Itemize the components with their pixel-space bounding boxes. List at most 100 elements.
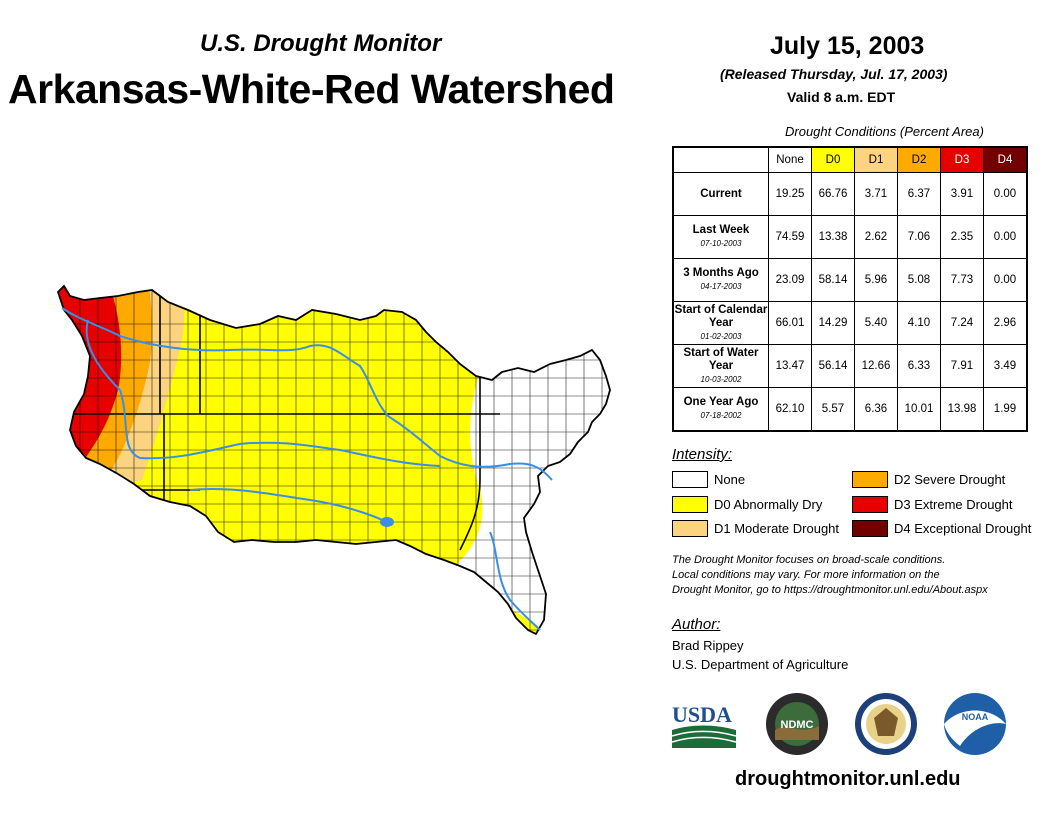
row-date: 01-02-2003 [700, 331, 742, 341]
table-caption: Drought Conditions (Percent Area) [785, 124, 984, 139]
table-cell: 14.29 [811, 301, 855, 345]
note-line: Local conditions may vary. For more info… [672, 569, 940, 581]
table-header-row: None D0 D1 D2 D3 D4 [673, 146, 1028, 173]
agency-logos: USDA NDMC NOAA [671, 693, 1006, 755]
legend-swatch [852, 471, 888, 488]
row-label: 3 Months Ago 04-17-2003 [672, 258, 769, 302]
legend-heading: Intensity: [672, 446, 733, 463]
legend-item-d0: D0 Abnormally Dry [672, 496, 822, 513]
author-name: Brad Rippey [672, 638, 744, 653]
legend-item-d3: D3 Extreme Drought [852, 496, 1013, 513]
table-cell: 7.06 [897, 215, 941, 259]
usda-logo: USDA [671, 702, 737, 748]
legend-label: D4 Exceptional Drought [894, 521, 1032, 536]
table-cell: 6.37 [897, 172, 941, 216]
footer-url[interactable]: droughtmonitor.unl.edu [735, 768, 961, 790]
legend-label: D2 Severe Drought [894, 472, 1006, 487]
table-cell: 0.00 [983, 215, 1028, 259]
row-label: Start of Water Year 10-03-2002 [672, 344, 769, 388]
table-cell: 7.91 [940, 344, 984, 388]
row-label-text: 3 Months Ago [683, 267, 759, 279]
release-date: (Released Thursday, Jul. 17, 2003) [720, 66, 948, 82]
row-date: 07-18-2002 [700, 411, 742, 420]
map-subtitle: U.S. Drought Monitor [200, 30, 442, 57]
table-cell: 62.10 [768, 387, 812, 432]
table-cell: 3.49 [983, 344, 1028, 388]
row-date: 10-03-2002 [700, 374, 742, 384]
table-row: Current 19.25 66.76 3.71 6.37 3.91 0.00 [672, 172, 1028, 216]
table-cell: 5.57 [811, 387, 855, 432]
row-label: One Year Ago 07-18-2002 [672, 387, 769, 432]
row-label-text: Start of Water Year [683, 346, 759, 372]
usda-logo-text: USDA [672, 702, 732, 727]
valid-date: July 15, 2003 [770, 32, 925, 60]
note-line: The Drought Monitor focuses on broad-sca… [672, 554, 946, 566]
legend-label: D1 Moderate Drought [714, 521, 840, 536]
table-cell: 13.38 [811, 215, 855, 259]
column-header: None [768, 146, 812, 173]
table-cell: 12.66 [854, 344, 898, 388]
table-row: One Year Ago 07-18-2002 62.10 5.57 6.36 10.01… [672, 387, 1028, 432]
noaa-logo: NOAA [944, 693, 1006, 755]
legend-swatch [672, 496, 708, 513]
column-header: D2 [897, 146, 941, 173]
row-label: Current [672, 172, 769, 216]
table-row: Start of Water Year 10-03-2002 13.47 56.14 1… [672, 344, 1028, 388]
row-label-text: Current [700, 187, 742, 200]
row-label: Start of Calendar Year 01-02-2003 [672, 301, 769, 345]
table-cell: 5.08 [897, 258, 941, 302]
valid-time: Valid 8 a.m. EDT [787, 89, 896, 105]
legend-item-d1: D1 Moderate Drought [672, 520, 839, 537]
legend-item-none: None [672, 471, 745, 488]
table-cell: 5.40 [854, 301, 898, 345]
row-label-text: Start of Calendar Year [674, 303, 768, 329]
ndmc-logo-text: NDMC [781, 719, 814, 731]
author-heading: Author: [672, 616, 721, 633]
column-header: D0 [811, 146, 855, 173]
table-cell: 56.14 [811, 344, 855, 388]
table-cell: 5.96 [854, 258, 898, 302]
table-cell: 3.71 [854, 172, 898, 216]
row-label-text: One Year Ago [683, 396, 759, 408]
table-row: Last Week 07-10-2003 74.59 13.38 2.62 7.06 2.3… [672, 215, 1028, 259]
row-date: 04-17-2003 [700, 282, 742, 291]
table-row: 3 Months Ago 04-17-2003 23.09 58.14 5.96 5.08… [672, 258, 1028, 302]
legend-swatch [852, 496, 888, 513]
table-row: Start of Calendar Year 01-02-2003 66.01 14.… [672, 301, 1028, 345]
column-header: D1 [854, 146, 898, 173]
ndmc-logo: NDMC [766, 693, 828, 755]
table-cell: 2.96 [983, 301, 1028, 345]
map-title: Arkansas-White-Red Watershed [8, 66, 615, 112]
table-cell: 66.76 [811, 172, 855, 216]
table-cell: 1.99 [983, 387, 1028, 432]
legend-label: D0 Abnormally Dry [714, 497, 823, 512]
table-cell: 13.98 [940, 387, 984, 432]
table-corner [673, 147, 769, 173]
table-cell: 66.01 [768, 301, 812, 345]
table-cell: 4.10 [897, 301, 941, 345]
legend-label: None [714, 472, 746, 487]
noaa-logo-text: NOAA [962, 712, 989, 722]
table-cell: 19.25 [768, 172, 812, 216]
drought-conditions-table: None D0 D1 D2 D3 D4 Current 19.25 66.76 3.7… [672, 146, 1028, 432]
table-cell: 6.33 [897, 344, 941, 388]
table-cell: 0.00 [983, 258, 1028, 302]
column-header: D3 [940, 146, 984, 173]
note-line: Drought Monitor, go to https://droughtmo… [672, 584, 988, 596]
table-cell: 7.24 [940, 301, 984, 345]
table-cell: 2.35 [940, 215, 984, 259]
table-cell: 58.14 [811, 258, 855, 302]
row-label-text: Last Week [692, 224, 750, 236]
legend-swatch [852, 520, 888, 537]
table-cell: 0.00 [983, 172, 1028, 216]
column-header: D4 [983, 146, 1028, 173]
author-organization: U.S. Department of Agriculture [672, 657, 849, 672]
legend-label: D3 Extreme Drought [894, 497, 1013, 512]
row-date: 07-10-2003 [700, 239, 742, 248]
table-cell: 2.62 [854, 215, 898, 259]
disclaimer-note: The Drought Monitor focuses on broad-sca… [672, 553, 1052, 598]
commerce-seal-logo [855, 693, 917, 755]
legend-swatch [672, 520, 708, 537]
table-cell: 3.91 [940, 172, 984, 216]
table-cell: 6.36 [854, 387, 898, 432]
